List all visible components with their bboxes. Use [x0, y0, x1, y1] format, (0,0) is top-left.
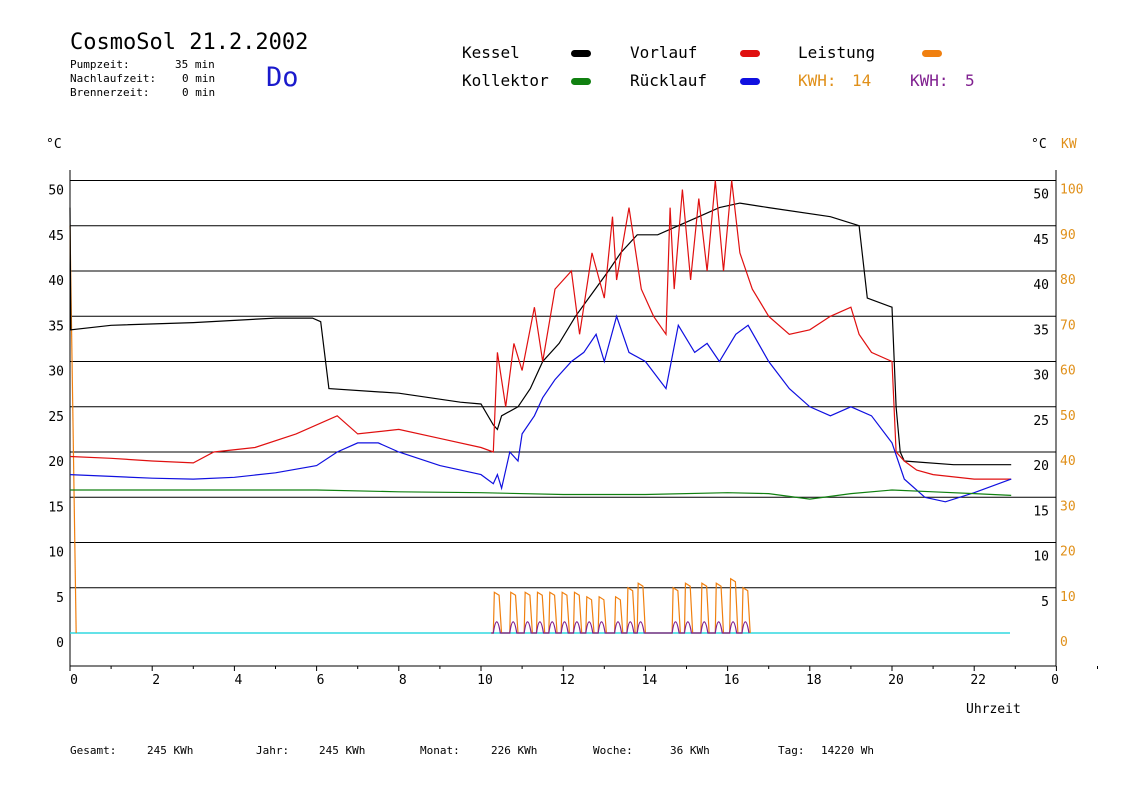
- right-axis-unit-kw: KW: [1061, 137, 1077, 152]
- y-tick-label-right-kw: 70: [1060, 318, 1076, 333]
- brennerzeit-label: Brennerzeit:: [70, 86, 150, 99]
- y-tick-label-right-c: 45: [1033, 233, 1049, 248]
- series-kollektor-line: [70, 489, 1012, 500]
- x-tick-label: 0: [1051, 673, 1059, 688]
- x-tick-label: 22: [970, 673, 986, 688]
- x-tick-label: 10: [477, 673, 493, 688]
- x-tick-label: 6: [317, 673, 325, 688]
- chart-title: CosmoSol 21.2.2002: [70, 30, 309, 55]
- y-tick-label-right-c: 20: [1033, 459, 1049, 474]
- x-tick-label: 2: [152, 673, 160, 688]
- footer-gesamt-value: 245 KWh: [147, 744, 194, 757]
- footer-woche-value: 36 KWh: [670, 744, 710, 757]
- y-tick-label-left: 5: [56, 591, 64, 606]
- pumpzeit-label: Pumpzeit:: [70, 58, 130, 71]
- x-tick-label: 18: [806, 673, 822, 688]
- legend-leistung-swatch: [922, 50, 942, 57]
- left-axis-unit: °C: [46, 137, 62, 152]
- y-tick-label-left: 30: [48, 365, 64, 380]
- legend-vorlauf-swatch: [740, 50, 760, 57]
- kwh-2-value: 5: [965, 71, 975, 90]
- footer-monat-label: Monat:: [420, 744, 460, 757]
- y-tick-label-right-c: 10: [1033, 550, 1049, 565]
- y-tick-label-left: 15: [48, 500, 64, 515]
- y-tick-label-right-c: 15: [1033, 504, 1049, 519]
- kwh-1-label: KWH:: [798, 71, 837, 90]
- footer-tag-label: Tag:: [778, 744, 805, 757]
- y-tick-label-right-c: 35: [1033, 323, 1049, 338]
- y-tick-label-left: 40: [48, 274, 64, 289]
- x-tick-label: 0: [70, 673, 78, 688]
- legend-ruecklauf: Rücklauf: [630, 71, 708, 90]
- legend-kessel-swatch: [571, 50, 591, 57]
- x-tick-label: 12: [559, 673, 575, 688]
- x-axis-label: Uhrzeit: [966, 702, 1021, 717]
- y-tick-label-right-c: 30: [1033, 369, 1049, 384]
- y-tick-label-right-kw: 10: [1060, 590, 1076, 605]
- y-tick-label-right-kw: 100: [1060, 183, 1083, 198]
- footer-gesamt-label: Gesamt:: [70, 744, 117, 757]
- x-tick-label: 4: [234, 673, 242, 688]
- series-vorlauf-line: [69, 180, 1012, 480]
- y-tick-label-right-c: 5: [1041, 595, 1049, 610]
- x-tick-label: 14: [642, 673, 658, 688]
- legend-kollektor: Kollektor: [462, 71, 549, 90]
- y-tick-label-right-kw: 30: [1060, 499, 1076, 514]
- x-tick-label: 20: [888, 673, 904, 688]
- legend-ruecklauf-swatch: [740, 78, 760, 85]
- x-tick-label: 16: [724, 673, 740, 688]
- legend-vorlauf: Vorlauf: [630, 43, 698, 62]
- nachlaufzeit-value: 0 min: [182, 72, 216, 85]
- y-tick-label-left: 0: [56, 636, 64, 651]
- y-tick-label-left: 45: [48, 229, 64, 244]
- legend-kollektor-swatch: [571, 78, 591, 85]
- y-tick-label-left: 25: [48, 410, 64, 425]
- y-tick-label-left: 35: [48, 319, 64, 334]
- series-leistung-line: [491, 577, 751, 634]
- kwh-2-label: KWH:: [910, 71, 949, 90]
- footer-jahr-value: 245 KWh: [319, 744, 366, 757]
- pumpzeit-value: 35 min: [175, 58, 215, 71]
- brennerzeit-value: 0 min: [182, 86, 216, 99]
- y-tick-label-left: 50: [48, 184, 64, 199]
- y-tick-label-right-c: 40: [1033, 278, 1049, 293]
- x-tick-label: 8: [399, 673, 407, 688]
- y-tick-label-left: 20: [48, 455, 64, 470]
- footer-tag-value: 14220 Wh: [821, 744, 874, 757]
- series-ruecklauf-line: [69, 314, 1012, 503]
- y-tick-label-right-kw: 90: [1060, 228, 1076, 243]
- footer-jahr-label: Jahr:: [256, 744, 290, 757]
- y-tick-label-right-kw: 20: [1060, 545, 1076, 560]
- series-kessel-line: [69, 202, 1012, 466]
- kwh-1-value: 14: [852, 71, 872, 90]
- y-tick-label-left: 10: [48, 546, 64, 561]
- y-tick-label-right-c: 25: [1033, 414, 1049, 429]
- footer-woche-label: Woche:: [593, 744, 633, 757]
- weekday-label: Do: [266, 62, 299, 93]
- y-tick-label-right-c: 50: [1033, 188, 1049, 203]
- nachlaufzeit-label: Nachlaufzeit:: [70, 72, 157, 85]
- y-tick-label-right-kw: 50: [1060, 409, 1076, 424]
- y-tick-label-right-kw: 0: [1060, 635, 1068, 650]
- y-tick-label-right-kw: 40: [1060, 454, 1076, 469]
- series-kwh-line: [491, 621, 750, 634]
- y-tick-label-right-kw: 60: [1060, 364, 1076, 379]
- footer-monat-value: 226 KWh: [491, 744, 538, 757]
- legend-kessel: Kessel: [462, 43, 520, 62]
- right-axis-unit-c: °C: [1031, 137, 1047, 152]
- legend-leistung: Leistung: [798, 43, 876, 62]
- y-tick-label-right-kw: 80: [1060, 273, 1076, 288]
